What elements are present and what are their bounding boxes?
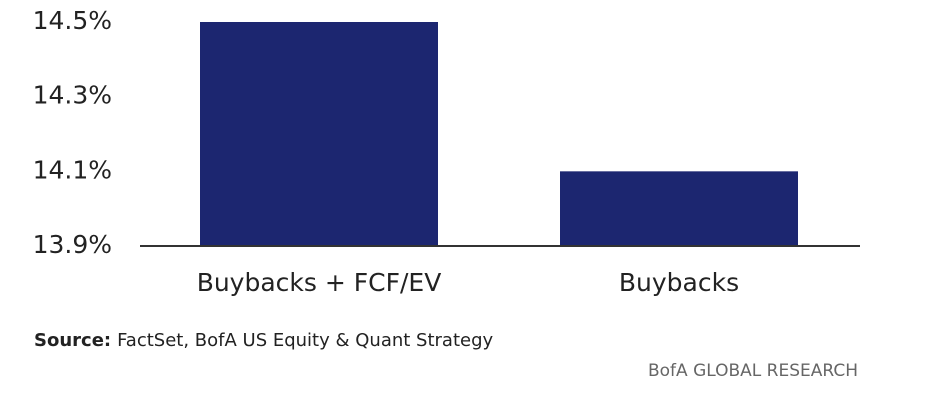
y-tick-label: 13.9% [33,230,112,259]
x-tick-label: Buybacks + FCF/EV [197,268,442,297]
bar [560,171,798,246]
y-tick-label: 14.3% [33,81,112,110]
footer: BofA GLOBAL RESEARCH [648,361,858,381]
source: Source: FactSet, BofA US Equity & Quant S… [34,330,494,351]
y-tick-label: 14.1% [33,155,112,184]
x-tick-label: Buybacks [619,268,739,297]
y-tick-label: 14.5% [33,6,112,35]
source-label: Source: [34,330,111,351]
bar [200,22,438,246]
source-text: FactSet, BofA US Equity & Quant Strategy [117,330,493,351]
